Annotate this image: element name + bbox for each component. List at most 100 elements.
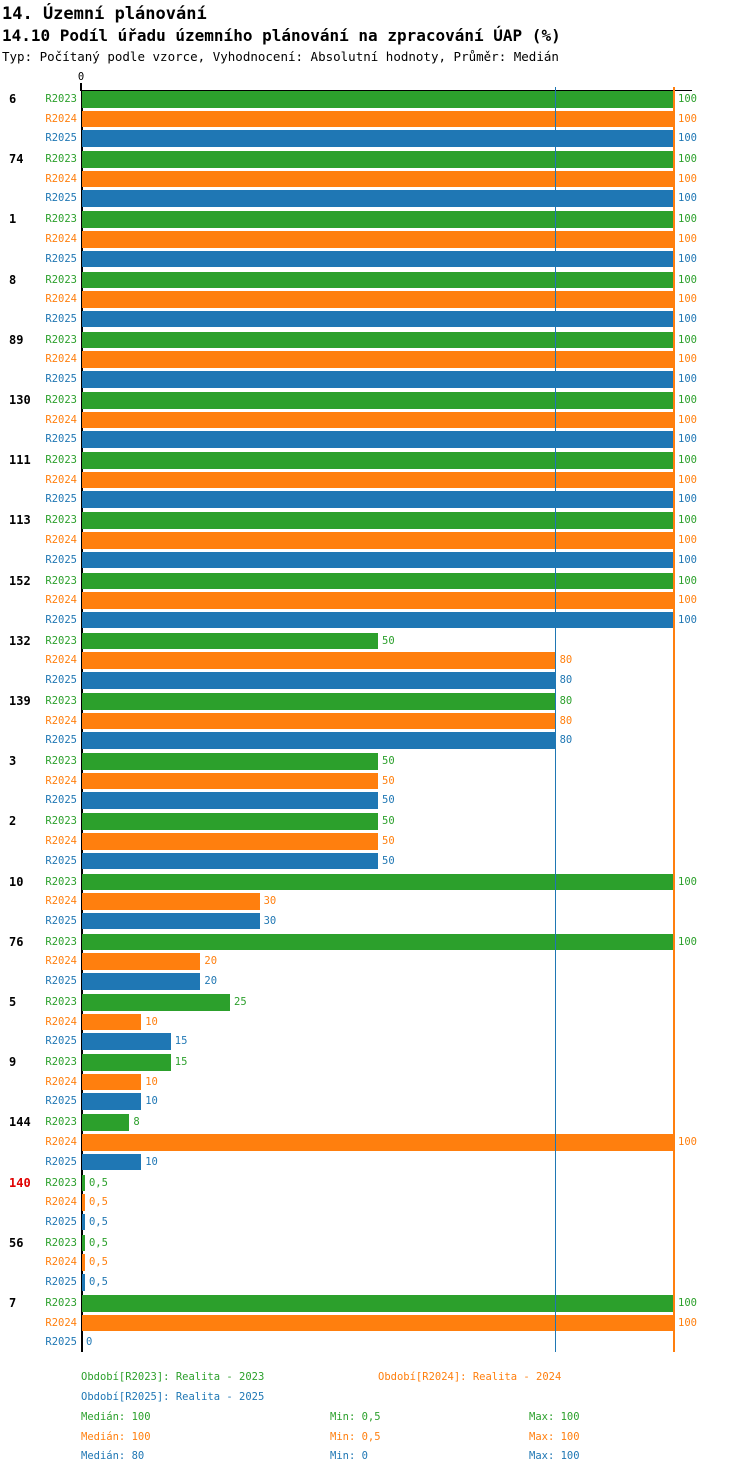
- bar: [82, 512, 674, 529]
- bar-value-label: 25: [234, 996, 247, 1008]
- bar-value-label: 100: [678, 153, 697, 166]
- x-axis-line: [81, 89, 692, 92]
- category-label: 2: [9, 814, 17, 829]
- bar: [82, 1033, 171, 1050]
- bar-value-label: 0,5: [88, 1196, 108, 1209]
- bar: [82, 170, 674, 188]
- stat-max-r2024: Max: 100: [529, 1431, 580, 1443]
- stat-min-r2025: Min: 0: [330, 1450, 368, 1462]
- bar-value-label: 100: [678, 353, 697, 366]
- bar: [82, 953, 201, 970]
- stat-median-r2025: Medián: 80: [81, 1450, 145, 1462]
- bar-value-label: 100: [678, 192, 697, 205]
- bar: [82, 1234, 85, 1252]
- bar: [82, 371, 674, 388]
- category-label: 9: [9, 1055, 17, 1070]
- bar: [82, 813, 378, 830]
- stat-median-r2024: Medián: 100: [81, 1431, 151, 1443]
- bar: [82, 532, 674, 549]
- bar-value-label: 100: [678, 613, 697, 626]
- category-label: 74: [9, 152, 24, 167]
- bar-value-label: 30: [263, 914, 277, 927]
- bar: [82, 1174, 85, 1192]
- bar-value-label: 15: [174, 1035, 188, 1048]
- series-label: R2025: [45, 252, 77, 265]
- series-label: R2024: [45, 1015, 77, 1028]
- bar: [82, 190, 674, 207]
- bar-value-label: 80: [559, 674, 573, 686]
- series-label: R2023: [45, 755, 77, 768]
- bar: [82, 973, 201, 990]
- bar-value-label: 100: [678, 413, 697, 426]
- category-label: 6: [9, 92, 17, 106]
- bar: [82, 411, 674, 429]
- series-label: R2025: [45, 192, 77, 205]
- stat-max-r2025: Max: 100: [529, 1450, 580, 1462]
- category-label: 152: [9, 573, 31, 588]
- bar: [82, 1153, 142, 1171]
- series-label: R2023: [45, 333, 77, 346]
- bar-value-label: 10: [145, 1095, 158, 1108]
- legend-item-r2024: Období[R2024]: Realita - 2024: [378, 1371, 562, 1383]
- category-label: 8: [9, 272, 17, 287]
- series-label: R2024: [45, 654, 77, 667]
- page-title: 14. Územní plánování: [2, 4, 207, 24]
- series-label: R2023: [45, 273, 77, 286]
- bar: [82, 1295, 674, 1312]
- bar-value-label: 100: [678, 213, 697, 226]
- series-label: R2025: [45, 132, 77, 145]
- bar-value-label: 30: [263, 895, 277, 908]
- series-label: R2024: [45, 172, 77, 185]
- series-label: R2023: [45, 93, 77, 105]
- category-label: 113: [9, 513, 31, 528]
- bar: [82, 592, 674, 609]
- median-line-r2024: [673, 87, 675, 1352]
- bar: [82, 310, 674, 328]
- series-label: R2023: [45, 1176, 77, 1189]
- bar: [82, 151, 674, 168]
- bar-value-label: 100: [678, 293, 697, 306]
- category-label: 5: [9, 995, 17, 1009]
- bar-value-label: 10: [145, 1015, 158, 1028]
- y-axis-line: [80, 89, 83, 1352]
- stat-min-r2023: Min: 0,5: [330, 1411, 381, 1423]
- series-label: R2023: [45, 695, 77, 707]
- bar-value-label: 100: [678, 373, 697, 385]
- bar-value-label: 100: [678, 1136, 697, 1148]
- bar: [82, 912, 260, 930]
- series-label: R2025: [45, 1095, 77, 1108]
- bar-value-label: 0,5: [88, 1215, 108, 1228]
- series-label: R2023: [45, 634, 77, 647]
- bar: [82, 431, 674, 448]
- bar-value-label: 20: [204, 975, 218, 987]
- series-label: R2024: [45, 112, 77, 125]
- bar: [82, 351, 674, 368]
- category-label: 1: [9, 212, 17, 227]
- bar-value-label: 100: [678, 594, 697, 607]
- series-label: R2024: [45, 714, 77, 727]
- bar: [82, 331, 674, 349]
- bar-value-label: 100: [678, 312, 697, 325]
- bar-value-label: 100: [678, 534, 697, 546]
- bar-value-label: 0,5: [88, 1276, 108, 1288]
- bar-value-label: 0,5: [88, 1176, 108, 1189]
- series-label: R2024: [45, 413, 77, 426]
- bar-value-label: 100: [678, 252, 697, 265]
- series-label: R2025: [45, 794, 77, 807]
- series-label: R2025: [45, 975, 77, 987]
- legend-item-r2025: Období[R2025]: Realita - 2025: [81, 1391, 265, 1403]
- bar: [82, 792, 378, 809]
- series-label: R2024: [45, 233, 77, 245]
- chart-meta-line: Typ: Počítaný podle vzorce, Vyhodnocení:…: [2, 49, 559, 64]
- category-label: 10: [9, 874, 24, 889]
- category-label: 140: [9, 1175, 31, 1190]
- series-label: R2023: [45, 815, 77, 828]
- category-label: 7: [9, 1296, 17, 1310]
- series-label: R2024: [45, 1136, 77, 1148]
- category-label: 144: [9, 1115, 31, 1130]
- series-label: R2025: [45, 553, 77, 566]
- series-label: R2023: [45, 935, 77, 948]
- bar: [82, 1314, 674, 1332]
- bar-value-label: 80: [559, 714, 573, 727]
